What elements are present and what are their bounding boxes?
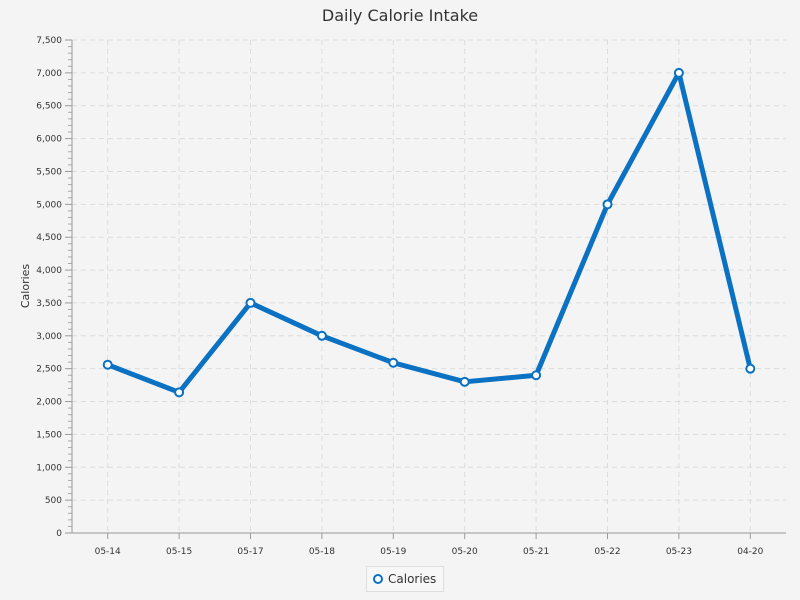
x-tick-label: 05-22 — [594, 547, 620, 557]
x-tick-label: 04-20 — [737, 547, 763, 557]
x-tick-label: 05-23 — [666, 547, 692, 557]
data-point[interactable] — [245, 297, 256, 308]
y-tick-label: 1,000 — [36, 463, 62, 473]
data-point[interactable] — [459, 376, 470, 387]
x-tick-label: 05-18 — [309, 547, 335, 557]
tick-labels: 0 500 1,000 1,500 2,000 2,500 3,000 3,500 4,000 4… — [36, 36, 763, 557]
y-tick-label: 7,500 — [36, 36, 62, 46]
legend-label: Calories — [388, 572, 437, 586]
legend-marker-icon — [373, 574, 383, 584]
x-tick-label: 05-15 — [166, 547, 192, 557]
data-point[interactable] — [102, 359, 113, 370]
legend: Calories — [366, 566, 445, 592]
x-tick-label: 05-21 — [523, 547, 549, 557]
x-tick-label: 05-19 — [380, 547, 406, 557]
data-point[interactable] — [673, 67, 684, 78]
y-tick-label: 4,500 — [36, 233, 62, 243]
y-tick-label: 3,000 — [36, 332, 62, 342]
data-point[interactable] — [531, 370, 542, 381]
data-point[interactable] — [602, 199, 613, 210]
x-tick-label: 05-20 — [452, 547, 478, 557]
y-tick-label: 5,000 — [36, 200, 62, 210]
data-point[interactable] — [174, 387, 185, 398]
chart-title: Daily Calorie Intake — [321, 6, 479, 25]
y-tick-label: 5,500 — [36, 167, 62, 177]
x-tick-label: 05-17 — [237, 547, 263, 557]
series-line — [105, 70, 753, 395]
y-tick-label: 500 — [45, 496, 62, 506]
x-tick-label: 05-14 — [95, 547, 121, 557]
data-point[interactable] — [316, 330, 327, 341]
y-tick-label: 6,500 — [36, 102, 62, 112]
y-tick-label: 0 — [56, 529, 62, 539]
y-tick-label: 2,500 — [36, 365, 62, 375]
axes — [65, 39, 786, 539]
y-tick-label: 4,000 — [36, 266, 62, 276]
y-tick-label: 1,500 — [36, 430, 62, 440]
y-axis-title: Calories — [19, 264, 32, 309]
y-tick-label: 2,000 — [36, 398, 62, 408]
y-tick-label: 7,000 — [36, 69, 62, 79]
y-tick-label: 6,000 — [36, 135, 62, 145]
y-tick-label: 3,500 — [36, 299, 62, 309]
series-calories — [102, 67, 756, 398]
gridlines — [72, 39, 786, 533]
data-point[interactable] — [745, 363, 756, 374]
data-point[interactable] — [388, 357, 399, 368]
